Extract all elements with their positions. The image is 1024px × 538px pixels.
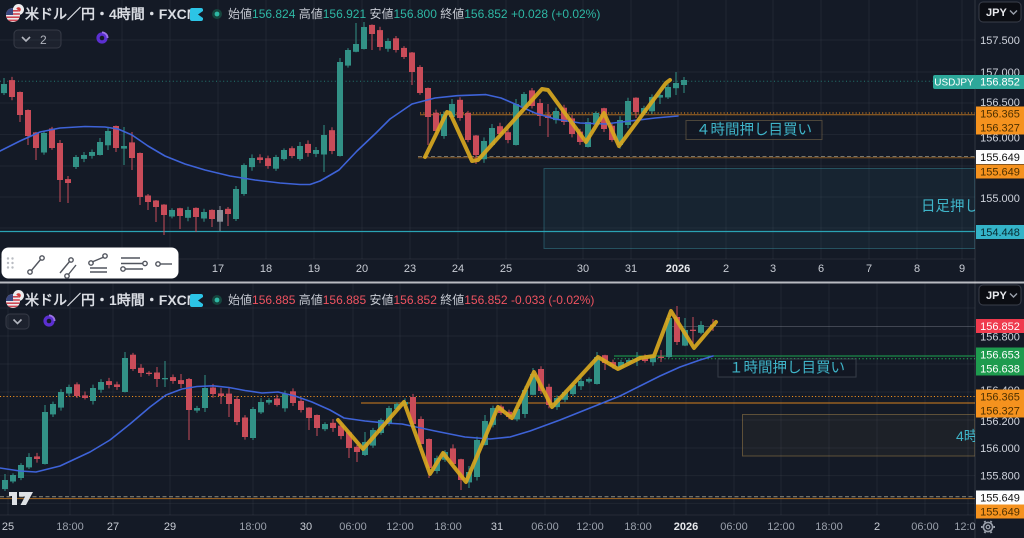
svg-text:6: 6 — [818, 263, 824, 275]
svg-text:JPY: JPY — [986, 290, 1007, 302]
svg-text:19: 19 — [308, 263, 320, 275]
svg-text:始値156.885 高値156.885 安値156.852: 始値156.885 高値156.885 安値156.852 終値156.852 … — [228, 292, 594, 307]
svg-text:18:00: 18:00 — [56, 521, 84, 533]
svg-text:12:00: 12:00 — [954, 521, 982, 533]
svg-text:USDJPY: USDJPY — [934, 78, 974, 89]
svg-text:30: 30 — [577, 263, 589, 275]
svg-text:4時間押し目買い: 4時間押し目買い — [956, 428, 1024, 444]
svg-text:米ドル／円・4時間・FXCM: 米ドル／円・4時間・FXCM — [25, 6, 198, 22]
svg-text:2: 2 — [40, 33, 47, 47]
svg-text:18:00: 18:00 — [624, 521, 652, 533]
svg-text:米ドル／円・1時間・FXCM: 米ドル／円・1時間・FXCM — [25, 292, 198, 308]
svg-text:156.327: 156.327 — [980, 406, 1020, 418]
svg-text:156.800: 156.800 — [980, 332, 1020, 344]
svg-text:31: 31 — [625, 263, 637, 275]
svg-text:06:00: 06:00 — [339, 521, 367, 533]
svg-text:始値156.824 高値156.921 安値156.800: 始値156.824 高値156.921 安値156.800 終値156.852 … — [228, 6, 600, 21]
svg-text:157.500: 157.500 — [980, 35, 1020, 47]
svg-text:2: 2 — [723, 263, 729, 275]
svg-text:155.649: 155.649 — [980, 152, 1020, 164]
svg-text:18:00: 18:00 — [815, 521, 843, 533]
svg-text:25: 25 — [2, 521, 14, 533]
svg-text:27: 27 — [107, 521, 119, 533]
svg-text:156.500: 156.500 — [980, 97, 1020, 109]
svg-text:日足押し目買い: 日足押し目買い — [921, 198, 1023, 215]
svg-text:3: 3 — [770, 263, 776, 275]
svg-text:12:00: 12:00 — [576, 521, 604, 533]
svg-text:156.653: 156.653 — [980, 350, 1020, 362]
svg-text:155.649: 155.649 — [980, 167, 1020, 179]
svg-text:18: 18 — [260, 263, 272, 275]
svg-text:25: 25 — [500, 263, 512, 275]
svg-text:156.852: 156.852 — [980, 321, 1020, 333]
svg-text:155.800: 155.800 — [980, 471, 1020, 483]
svg-text:9: 9 — [959, 263, 965, 275]
svg-text:20: 20 — [356, 263, 368, 275]
svg-text:156.200: 156.200 — [980, 416, 1020, 428]
svg-text:12:00: 12:00 — [767, 521, 795, 533]
svg-text:31: 31 — [491, 521, 503, 533]
svg-text:06:00: 06:00 — [531, 521, 559, 533]
svg-text:30: 30 — [300, 521, 312, 533]
svg-text:2026: 2026 — [674, 521, 698, 533]
svg-text:06:00: 06:00 — [911, 521, 939, 533]
svg-text:06:00: 06:00 — [720, 521, 748, 533]
svg-text:155.649: 155.649 — [980, 507, 1020, 519]
svg-text:17: 17 — [212, 263, 224, 275]
svg-text:12:00: 12:00 — [386, 521, 414, 533]
svg-text:18:00: 18:00 — [434, 521, 462, 533]
svg-text:155.649: 155.649 — [980, 493, 1020, 505]
svg-text:156.327: 156.327 — [980, 123, 1020, 135]
svg-text:156.000: 156.000 — [980, 443, 1020, 455]
svg-text:156.638: 156.638 — [980, 364, 1020, 376]
svg-text:156.365: 156.365 — [980, 109, 1020, 121]
svg-text:7: 7 — [866, 263, 872, 275]
svg-text:23: 23 — [404, 263, 416, 275]
svg-text:155.000: 155.000 — [980, 193, 1020, 205]
svg-text:156.000: 156.000 — [980, 133, 1020, 145]
svg-text:18:00: 18:00 — [239, 521, 267, 533]
svg-text:24: 24 — [452, 263, 464, 275]
svg-text:2026: 2026 — [666, 263, 690, 275]
svg-text:１時間押し目買い: １時間押し目買い — [729, 360, 845, 377]
svg-text:156.365: 156.365 — [980, 392, 1020, 404]
svg-text:JPY: JPY — [986, 7, 1007, 19]
svg-text:156.852: 156.852 — [980, 77, 1020, 89]
svg-text:2: 2 — [874, 521, 880, 533]
svg-text:４時間押し目買い: ４時間押し目買い — [696, 122, 812, 139]
svg-text:154.448: 154.448 — [980, 227, 1020, 239]
svg-text:8: 8 — [914, 263, 920, 275]
svg-text:29: 29 — [164, 521, 176, 533]
